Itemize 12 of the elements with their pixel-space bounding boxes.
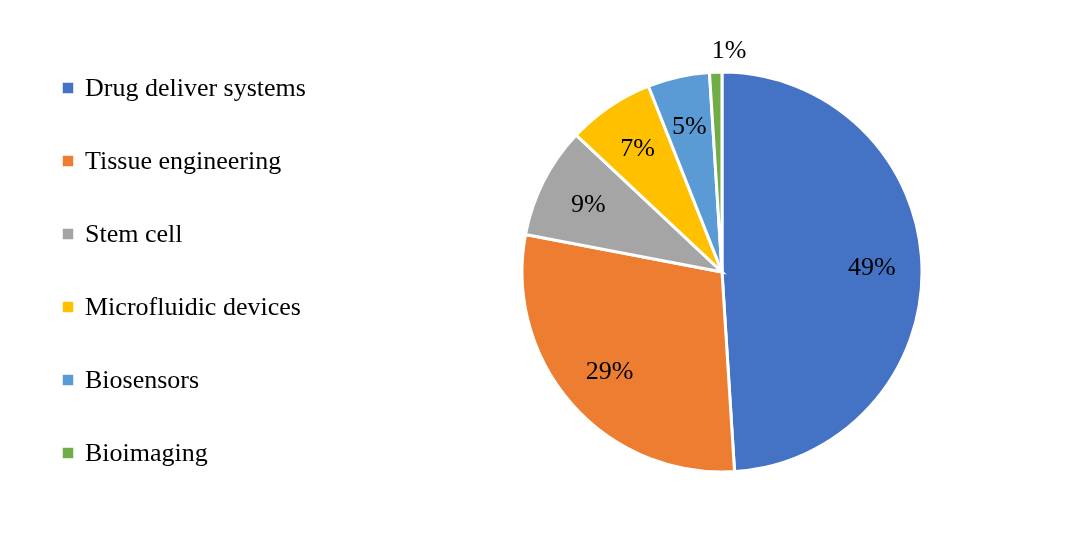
data-label: 1%	[711, 35, 747, 65]
data-label: 7%	[620, 132, 656, 162]
legend-label: Bioimaging	[85, 438, 208, 467]
legend-label: Tissue engineering	[85, 146, 282, 175]
data-label: 5%	[671, 110, 707, 140]
legend-label: Biosensors	[85, 365, 200, 394]
data-label: 9%	[571, 188, 606, 218]
data-label: 29%	[585, 356, 634, 386]
data-label: 49%	[848, 252, 896, 282]
legend-label: Drug deliver systems	[85, 73, 306, 102]
legend-label: Microfluidic devices	[85, 292, 301, 321]
legend-label: Stem cell	[85, 219, 183, 248]
